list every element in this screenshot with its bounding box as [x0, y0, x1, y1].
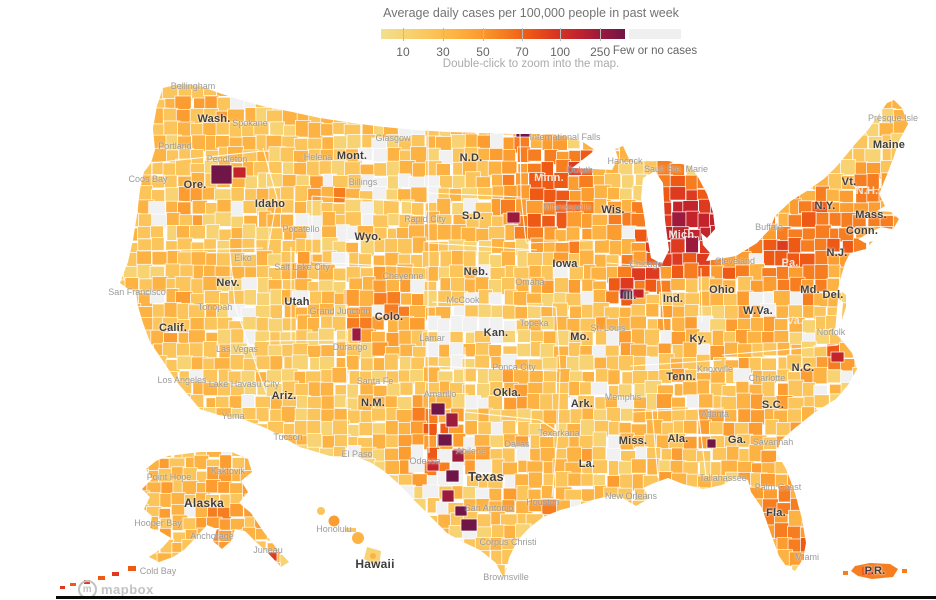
county-hotspot-cell — [506, 211, 521, 224]
legend-tick-label: 10 — [396, 45, 410, 59]
county-hotspot-cell — [430, 402, 446, 416]
county-hotspot-cell — [619, 288, 633, 300]
county-hotspot-cell — [426, 460, 440, 472]
zoom-instruction: Double-click to zoom into the map. — [442, 58, 620, 70]
choropleth-alaska — [142, 452, 289, 567]
state-borders — [138, 126, 839, 498]
county-hotspot-cell — [437, 433, 453, 447]
county-hotspot-cell — [706, 438, 717, 449]
legend-tick-label: 70 — [515, 45, 529, 59]
aleutian-island — [112, 572, 119, 576]
legend-no-cases-label: Few or no cases — [612, 45, 698, 57]
county-hotspot-cell — [210, 164, 233, 185]
legend-tick-label: 100 — [550, 45, 571, 59]
aleutian-island — [70, 583, 76, 586]
county-hotspot-cell — [451, 449, 465, 463]
hawaii-island-oahu — [328, 515, 340, 527]
county-hotspot-cell — [632, 288, 645, 299]
bottom-border — [56, 596, 936, 599]
legend-tick-mark — [482, 28, 484, 41]
hawaii-island-hawaii-spot — [370, 553, 376, 559]
legend-tick-mark — [442, 28, 444, 41]
legend-title: Average daily cases per 100,000 people i… — [383, 6, 679, 20]
legend-tick-label: 250 — [590, 45, 611, 59]
hawaii-island-kauai — [317, 507, 325, 515]
aleutian-island — [128, 566, 136, 571]
great-lakes — [641, 171, 843, 332]
legend-gradient-bar — [381, 29, 625, 39]
mapbox-attribution[interactable]: m mapbox — [78, 580, 154, 599]
legend-tick-mark — [560, 28, 562, 41]
hawaii-island-molokai — [345, 528, 356, 532]
aleutian-island — [98, 576, 105, 580]
county-hotspot-cell — [460, 518, 478, 532]
aleutian-island — [60, 586, 65, 589]
puerto-rico-islet — [843, 571, 848, 575]
county-hotspot-cell — [515, 127, 531, 138]
hawaii-island-maui — [352, 532, 364, 544]
legend-tick-mark — [522, 28, 524, 41]
mapbox-wordmark: mapbox — [101, 582, 154, 597]
aleutian-hawaii-puerto-rico — [60, 507, 907, 589]
county-hotspot-cell — [445, 412, 459, 428]
puerto-rico-islet — [902, 569, 907, 573]
county-hotspot-cell — [351, 327, 362, 342]
county-hotspot-cell — [441, 489, 455, 503]
county-hotspot-cell — [232, 166, 247, 179]
legend-tick-mark — [402, 28, 404, 41]
legend-no-cases-swatch — [629, 29, 681, 39]
county-hotspot-cell — [445, 469, 460, 483]
puerto-rico-island — [851, 563, 898, 579]
county-hotspot-cell — [454, 505, 468, 517]
legend-tick-mark — [600, 28, 602, 41]
puerto-rico-patch — [862, 567, 874, 575]
legend-tick-label: 50 — [476, 45, 490, 59]
county-hotspot-cell — [830, 351, 845, 363]
map-legend: Average daily cases per 100,000 people i… — [381, 6, 697, 59]
legend-tick-label: 30 — [436, 45, 450, 59]
